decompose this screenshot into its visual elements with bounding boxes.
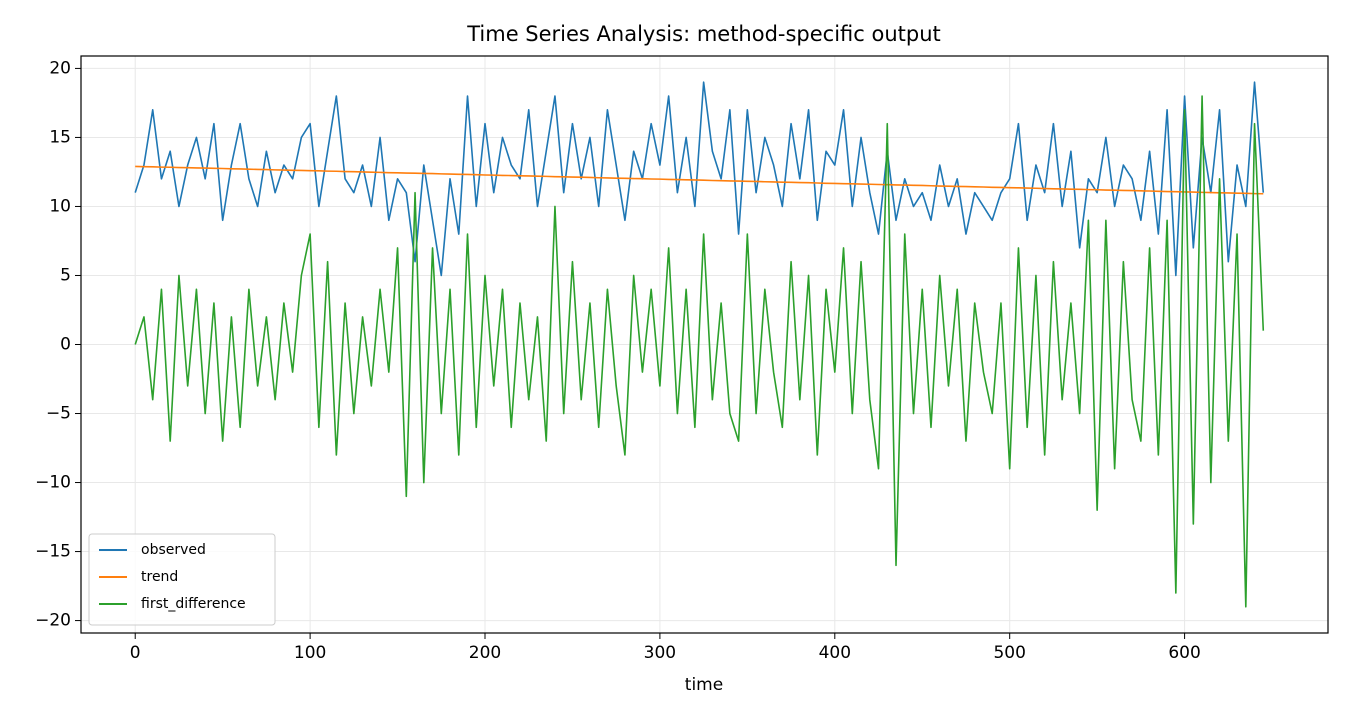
legend: observed trend first_difference xyxy=(88,533,276,626)
legend-box xyxy=(88,533,276,626)
legend-label: trend xyxy=(141,569,178,585)
y-tick-label: −10 xyxy=(35,473,71,493)
y-tick-label: 5 xyxy=(60,265,71,285)
legend-label: first_difference xyxy=(141,596,246,612)
x-axis-label: time xyxy=(685,675,723,695)
legend-label: observed xyxy=(141,542,206,558)
x-tick-label: 600 xyxy=(1168,643,1200,663)
y-tick-label: −5 xyxy=(46,404,71,424)
y-tick-label: 0 xyxy=(60,335,71,355)
x-tick-label: 400 xyxy=(819,643,851,663)
x-tick-label: 200 xyxy=(469,643,501,663)
plot-lines xyxy=(134,81,1265,608)
y-tick-label: 20 xyxy=(49,58,71,78)
series-line xyxy=(135,165,1264,195)
x-tick-label: 300 xyxy=(644,643,676,663)
x-tick-label: 500 xyxy=(993,643,1025,663)
y-tick-label: 15 xyxy=(49,127,71,147)
series-line xyxy=(134,81,1265,277)
x-tick-label: 0 xyxy=(130,643,141,663)
axes: 0 100 200 300 400 500 600 −20 −15 −10 −5 0 5 10 15 20 xyxy=(35,58,1201,663)
chart-title: Time Series Analysis: method-specific ou… xyxy=(466,22,941,46)
grid xyxy=(81,56,1328,633)
x-tick-label: 100 xyxy=(294,643,326,663)
series-line xyxy=(134,95,1265,608)
y-tick-label: 10 xyxy=(49,196,71,216)
y-tick-label: −15 xyxy=(35,542,71,562)
y-tick-label: −20 xyxy=(35,611,71,631)
